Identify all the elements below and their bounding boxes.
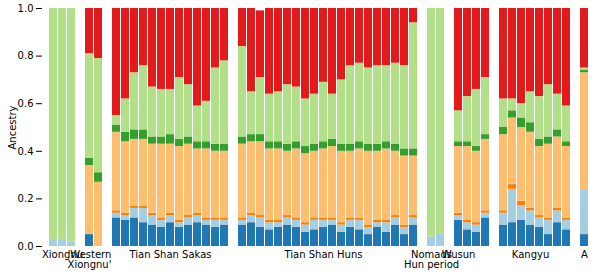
svg-text:0.2: 0.2 [18,193,34,204]
svg-text:Tian Shan Sakas: Tian Shan Sakas [129,249,212,260]
svg-text:Wusun: Wusun [442,249,476,260]
svg-text:Xiongnu: Xiongnu [41,248,84,260]
svg-text:Kangyu: Kangyu [512,249,549,260]
svg-text:'WesternXiongnu': 'WesternXiongnu' [68,249,112,270]
svg-text:0.0: 0.0 [18,241,34,252]
svg-text:Ancestry: Ancestry [7,105,18,149]
svg-text:0.6: 0.6 [18,98,34,109]
html-text:Hun period: Hun period [403,258,460,270]
svg-text:0.4: 0.4 [18,146,34,157]
html-text:Nomads: Nomads [411,248,452,260]
svg-text:1.0: 1.0 [18,3,34,14]
svg-text:A: A [581,249,588,260]
svg-text:Tian Shan Huns: Tian Shan Huns [284,249,363,260]
svg-text:0.8: 0.8 [18,50,34,61]
